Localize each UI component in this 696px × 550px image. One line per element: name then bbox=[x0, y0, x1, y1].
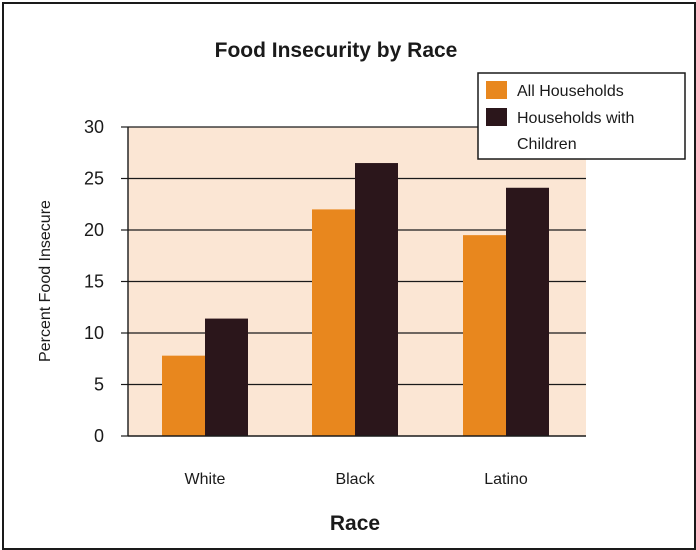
x-tick-label-white: White bbox=[185, 471, 226, 488]
legend-label-all-households: All Households bbox=[517, 83, 624, 100]
bar-black-households-with-children bbox=[355, 163, 398, 437]
legend-box bbox=[477, 72, 686, 160]
legend: All Households Households with Children bbox=[477, 72, 686, 160]
x-tick-label-latino: Latino bbox=[484, 471, 528, 488]
bar-white-households-with-children bbox=[205, 318, 248, 436]
y-tick-labels: 0 5 10 15 20 25 30 bbox=[84, 117, 104, 446]
x-tick-labels: White Black Latino bbox=[185, 471, 528, 488]
legend-swatch-households-with-children bbox=[486, 108, 507, 126]
y-tick-label: 25 bbox=[84, 169, 104, 189]
bar-latino-households-with-children bbox=[506, 187, 549, 436]
y-tick-label: 30 bbox=[84, 117, 104, 137]
bar-black-all-households bbox=[312, 209, 355, 436]
legend-label-households-with-children-line2: Children bbox=[517, 136, 577, 153]
chart-title: Food Insecurity by Race bbox=[215, 39, 458, 62]
bar-latino-all-households bbox=[463, 235, 506, 436]
y-tick-label: 5 bbox=[94, 375, 104, 395]
y-tick-label: 20 bbox=[84, 220, 104, 240]
y-tick-label: 15 bbox=[84, 272, 104, 292]
x-tick-label-black: Black bbox=[335, 471, 375, 488]
bars bbox=[162, 163, 549, 437]
bar-white-all-households bbox=[162, 355, 205, 436]
y-tick-label: 10 bbox=[84, 323, 104, 343]
x-axis-label: Race bbox=[330, 512, 380, 535]
legend-swatch-all-households bbox=[486, 81, 507, 99]
y-tick-label: 0 bbox=[94, 426, 104, 446]
y-axis-label: Percent Food Insecure bbox=[37, 200, 54, 362]
axes bbox=[121, 126, 586, 437]
legend-label-households-with-children-line1: Households with bbox=[517, 110, 634, 127]
